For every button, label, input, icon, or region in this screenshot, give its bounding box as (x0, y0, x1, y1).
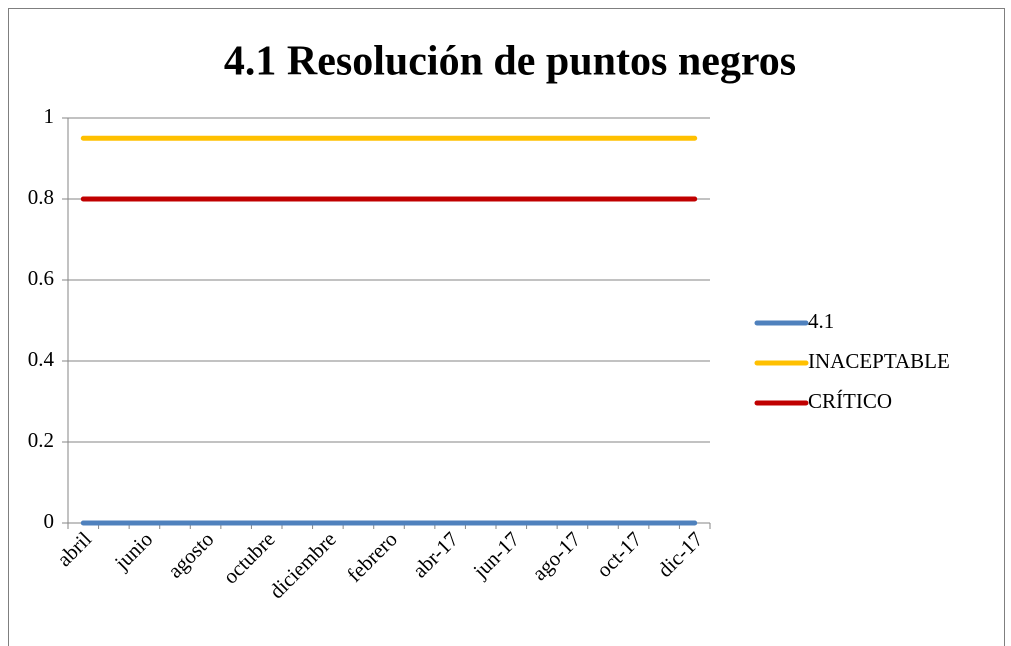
y-tick-label: 0.6 (28, 266, 54, 290)
legend-label: CRÍTICO (808, 389, 892, 413)
chart-title: 4.1 Resolución de puntos negros (224, 39, 796, 85)
y-tick-label: 0.2 (28, 428, 54, 452)
chart-frame (8, 8, 1005, 646)
y-tick-label: 0 (44, 509, 55, 533)
y-tick-label: 1 (44, 104, 55, 128)
y-tick-label: 0.8 (28, 185, 54, 209)
legend-label: 4.1 (808, 309, 834, 333)
y-tick-label: 0.4 (28, 347, 55, 371)
legend-label: INACEPTABLE (808, 349, 950, 373)
